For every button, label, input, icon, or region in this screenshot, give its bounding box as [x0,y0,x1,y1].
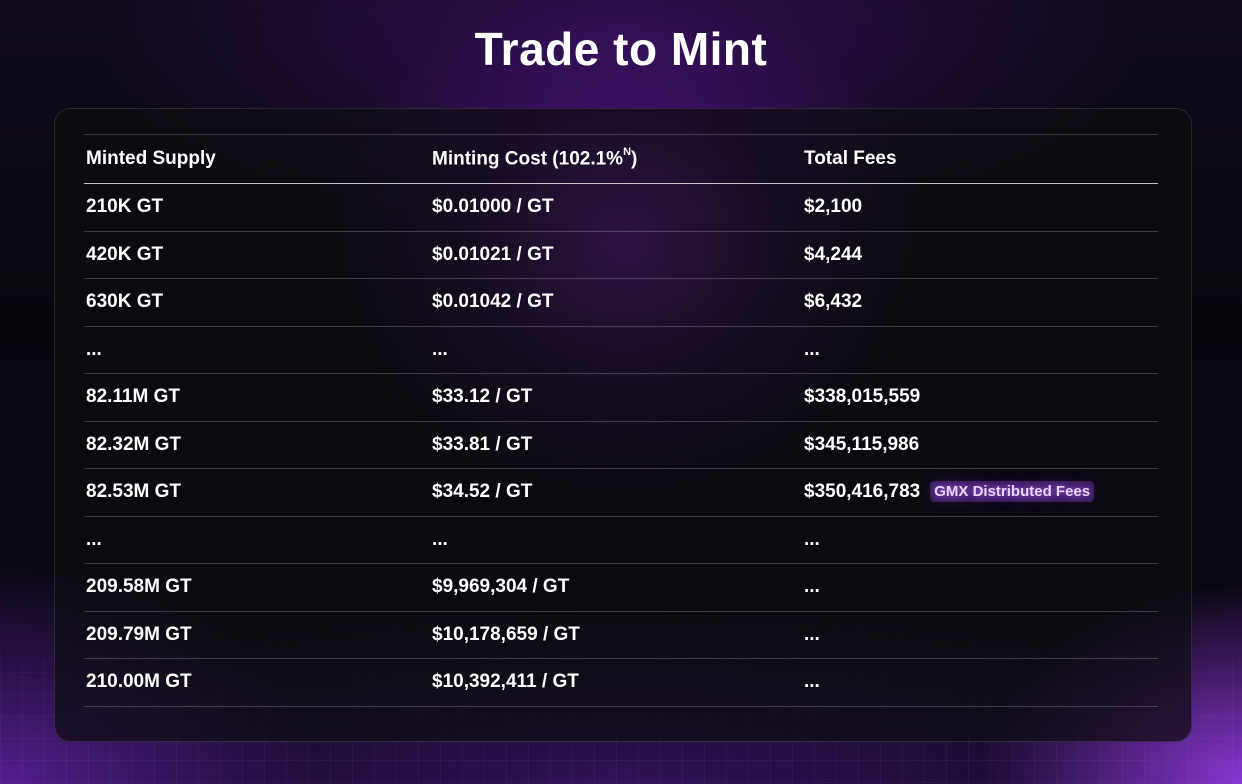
table-header-row: Minted Supply Minting Cost (102.1%N) Tot… [84,134,1158,184]
cell-total-fees: ... [804,671,820,693]
cell-minted-supply: 210.00M GT [86,671,192,693]
cell-minting-cost: ... [432,528,448,550]
cell-minting-cost: $9,969,304 / GT [432,576,570,598]
header-minted-supply: Minted Supply [86,148,216,169]
table-row: 82.11M GT $33.12 / GT $338,015,559 [84,374,1158,421]
table-row: 420K GT $0.01021 / GT $4,244 [84,231,1158,279]
table-row: 210.00M GT $10,392,411 / GT ... [84,659,1158,706]
table-row: ... ... ... [84,326,1158,374]
cell-minted-supply: 630K GT [86,291,164,313]
table-row: 209.58M GT $9,969,304 / GT ... [84,564,1158,611]
cell-total-fees: ... [804,623,820,645]
cell-minted-supply: ... [86,338,102,360]
table-row: 210K GT $0.01000 / GT $2,100 [84,184,1158,231]
cell-minted-supply: 82.53M GT [86,481,182,503]
cell-minting-cost: $0.01042 / GT [432,291,554,313]
page-title: Trade to Mint [474,23,768,75]
table-row: ... ... ... [84,516,1158,564]
cell-minted-supply: 420K GT [86,243,164,265]
cell-minting-cost: ... [432,338,448,360]
cell-total-fees: ... [804,576,820,598]
header-minting-cost: Minting Cost (102.1%N) [430,135,802,184]
header-minting-cost-label: Minting Cost (102.1% [432,148,624,170]
cell-total-fees: ... [804,528,820,550]
cell-total-fees: ... [804,338,820,360]
cell-minted-supply: 209.58M GT [86,576,192,598]
table-row: 82.32M GT $33.81 / GT $345,115,986 [84,421,1158,469]
cell-minting-cost: $34.52 / GT [432,481,533,503]
cell-minting-cost: $33.81 / GT [432,433,533,455]
cell-total-fees: $4,244 [804,243,863,265]
cell-minting-cost: $33.12 / GT [432,386,533,408]
cell-total-fees: $350,416,783 GMX Distributed Fees [802,469,1158,517]
cell-total-fees: $338,015,559 [804,386,921,408]
cell-minted-supply: ... [86,528,102,550]
table-row: 82.53M GT $34.52 / GT $350,416,783 GMX Di… [84,469,1158,517]
cell-total-fees-value: $350,416,783 [804,481,921,503]
cell-minted-supply: 82.32M GT [86,433,182,455]
gmx-distributed-fees-badge: GMX Distributed Fees [930,481,1095,503]
minting-table: Minted Supply Minting Cost (102.1%N) Tot… [84,134,1158,707]
cell-minting-cost: $10,178,659 / GT [432,623,580,645]
cell-minted-supply: 82.11M GT [86,386,180,408]
cell-total-fees: $2,100 [804,196,863,218]
cell-minted-supply: 210K GT [86,196,164,218]
cell-total-fees: $345,115,986 [804,433,920,455]
cell-minting-cost: $0.01000 / GT [432,196,554,218]
cell-total-fees: $6,432 [804,291,863,313]
header-total-fees: Total Fees [804,148,897,169]
cell-minting-cost: $10,392,411 / GT [432,671,579,693]
table-row: 630K GT $0.01042 / GT $6,432 [84,279,1158,326]
cell-minted-supply: 209.79M GT [86,623,192,645]
table-panel [54,108,1192,742]
header-minting-cost-close: ) [631,148,638,170]
table-row: 209.79M GT $10,178,659 / GT ... [84,611,1158,659]
header-minting-cost-superscript: N [623,145,632,158]
cell-minting-cost: $0.01021 / GT [432,243,554,265]
